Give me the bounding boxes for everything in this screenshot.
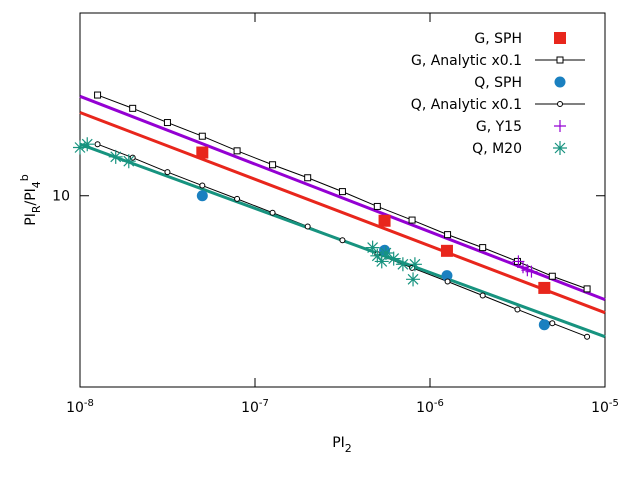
label-part: PI [332, 435, 345, 451]
marker [196, 190, 208, 202]
legend-label: Q, Analytic x0.1 [411, 97, 522, 113]
marker [538, 319, 550, 331]
marker [514, 306, 521, 313]
marker [108, 149, 123, 164]
legend-marker [554, 32, 566, 44]
x-axis-label: PI2 [332, 435, 352, 455]
legend-marker [554, 76, 566, 88]
marker [512, 255, 525, 268]
marker [164, 169, 171, 176]
marker [407, 257, 422, 272]
marker [80, 137, 95, 152]
legend-marker [557, 101, 563, 107]
x-tick-label: 10-8 [66, 398, 94, 416]
legend-marker [554, 120, 566, 132]
legend-marker [553, 141, 567, 155]
legend-label: Q, M20 [472, 141, 522, 157]
marker [440, 244, 453, 257]
tick-exp: -6 [434, 398, 444, 409]
label-part: 4 [30, 181, 43, 188]
legend-label: G, Analytic x0.1 [411, 53, 522, 69]
tick-exp: -5 [609, 398, 619, 409]
marker [269, 161, 277, 169]
legend-marker [553, 141, 567, 155]
marker [406, 272, 421, 287]
marker [374, 254, 389, 269]
marker [163, 119, 171, 127]
legend-marker [556, 56, 564, 64]
label-part: R [30, 205, 43, 213]
marker [196, 146, 209, 159]
marker [548, 272, 556, 280]
marker [583, 285, 591, 293]
marker [338, 188, 346, 196]
marker [479, 292, 486, 299]
marker [304, 223, 311, 230]
marker [198, 132, 206, 140]
marker [94, 141, 101, 148]
y-axis-label: PIR/PI4b [18, 174, 43, 226]
marker [408, 216, 416, 224]
legend-label: Q, SPH [474, 75, 522, 91]
marker [269, 209, 276, 216]
marker [199, 182, 206, 189]
marker [304, 174, 312, 182]
marker [365, 240, 380, 255]
legend-label: G, Y15 [476, 119, 522, 135]
legend-marker [554, 32, 566, 44]
marker [386, 251, 401, 266]
legend-marker [554, 120, 566, 132]
tick-base: 10 [66, 400, 84, 416]
marker [73, 140, 87, 155]
marker [444, 231, 452, 239]
tick-exp: -8 [84, 398, 94, 409]
y-tick-label: 10 [52, 189, 70, 205]
label-part: 2 [345, 442, 352, 455]
marker [444, 278, 451, 285]
legend-marker [557, 101, 563, 107]
marker [339, 237, 346, 244]
marker [233, 147, 241, 155]
marker [549, 320, 556, 327]
marker [234, 195, 241, 202]
marker [395, 257, 410, 272]
marker [129, 104, 137, 112]
legend-label: G, SPH [474, 31, 522, 47]
legend-marker [556, 56, 564, 64]
marker [121, 154, 136, 169]
x-tick-label: 10-7 [241, 398, 269, 416]
tick-base: 10 [416, 400, 434, 416]
plot-frame [79, 12, 606, 388]
label-part: PI [23, 213, 39, 226]
label-part: /PI [23, 188, 39, 205]
label-part: b [18, 174, 31, 181]
marker [441, 270, 453, 282]
marker [538, 281, 551, 294]
marker [370, 248, 385, 263]
tick-base: 10 [241, 400, 259, 416]
x-tick-label: 10-6 [416, 398, 444, 416]
tick-base: 10 [591, 400, 609, 416]
marker [525, 265, 538, 278]
tick-exp: -7 [259, 398, 269, 409]
marker [373, 202, 381, 210]
marker [378, 214, 391, 227]
marker [479, 244, 487, 252]
fit-line [79, 94, 606, 301]
marker [378, 246, 393, 261]
legend-marker [554, 76, 566, 88]
fit-line [79, 111, 606, 315]
marker [94, 91, 102, 99]
x-tick-label: 10-5 [591, 398, 619, 416]
marker [584, 333, 591, 340]
